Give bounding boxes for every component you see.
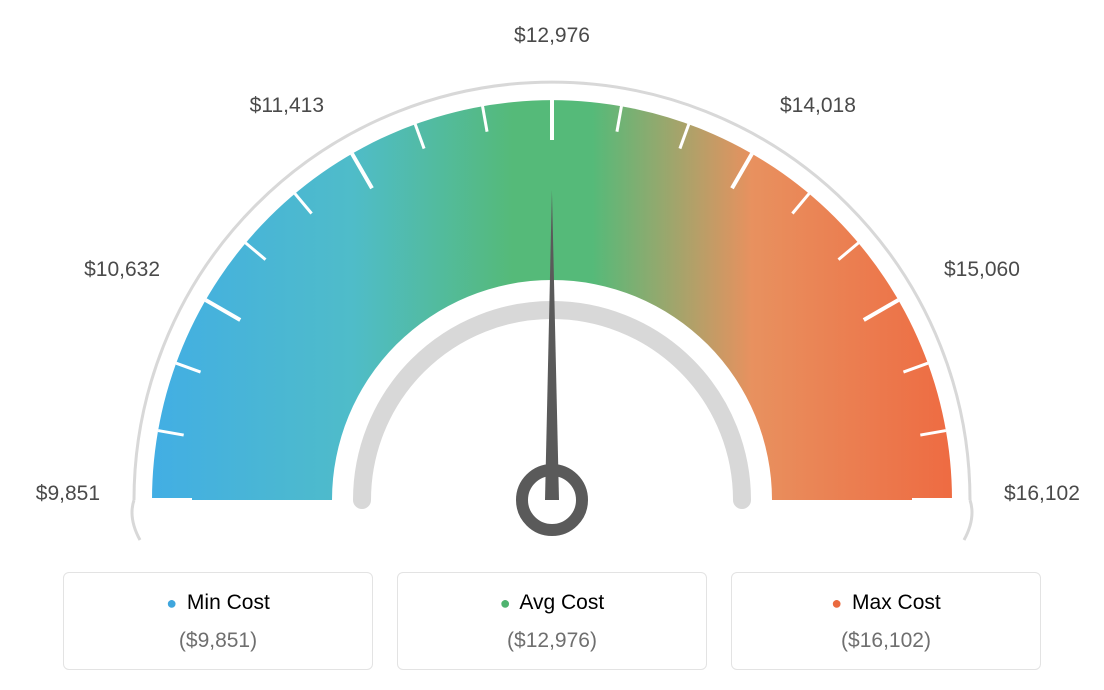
- legend-label: Min Cost: [187, 591, 270, 614]
- dot-icon: ●: [166, 593, 177, 613]
- scale-label: $14,018: [780, 94, 856, 117]
- dot-icon: ●: [831, 593, 842, 613]
- scale-label: $11,413: [250, 94, 324, 117]
- legend-value: ($9,851): [74, 629, 362, 653]
- gauge-svg: $9,851 $10,632 $11,413 $12,976 $14,018 $15,06…: [0, 0, 1104, 560]
- cost-gauge-widget: $9,851 $10,632 $11,413 $12,976 $14,018 $15,06…: [0, 0, 1104, 690]
- scale-label: $10,632: [84, 258, 160, 281]
- legend-card-min: ● Min Cost ($9,851): [63, 572, 373, 670]
- legend-label: Avg Cost: [519, 591, 604, 614]
- legend-label: Max Cost: [852, 591, 941, 614]
- legend-card-avg: ● Avg Cost ($12,976): [397, 572, 707, 670]
- legend-title-max: ● Max Cost: [742, 591, 1030, 615]
- legend-value: ($16,102): [742, 629, 1030, 653]
- legend-value: ($12,976): [408, 629, 696, 653]
- legend-title-avg: ● Avg Cost: [408, 591, 696, 615]
- scale-label: $16,102: [1004, 482, 1080, 505]
- legend-row: ● Min Cost ($9,851) ● Avg Cost ($12,976)…: [0, 572, 1104, 670]
- legend-card-max: ● Max Cost ($16,102): [731, 572, 1041, 670]
- gauge-chart: $9,851 $10,632 $11,413 $12,976 $14,018 $15,06…: [0, 0, 1104, 560]
- scale-label: $15,060: [944, 258, 1020, 281]
- legend-title-min: ● Min Cost: [74, 591, 362, 615]
- scale-label: $9,851: [36, 482, 100, 505]
- scale-label: $12,976: [514, 24, 590, 47]
- dot-icon: ●: [500, 593, 511, 613]
